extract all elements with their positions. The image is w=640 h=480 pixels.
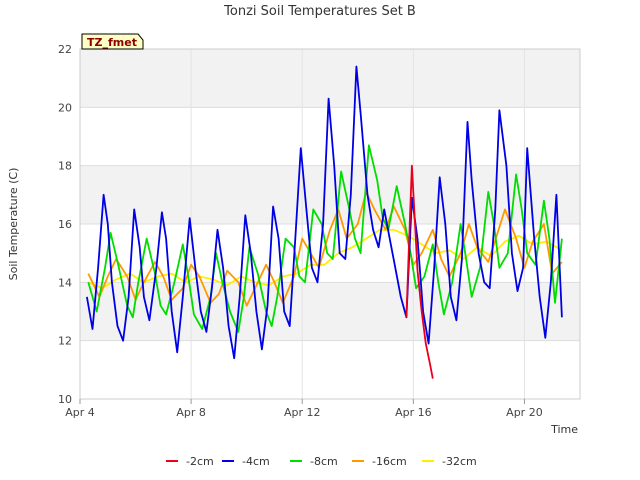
legend-label: -16cm [372,455,407,468]
background-band [80,340,580,399]
x-tick-label: Apr 8 [176,406,206,419]
y-tick-label: 16 [58,218,72,231]
y-tick-label: 12 [58,335,72,348]
legend: -2cm -4cm -8cm -16cm -32cm [166,455,477,468]
legend-label: -32cm [442,455,477,468]
series-line-minus-2cm [405,164,434,379]
site-badge: TZ_fmet [81,33,144,50]
x-tick-label: Apr 20 [506,406,543,419]
legend-label: -2cm [186,455,214,468]
legend-label: -8cm [310,455,338,468]
badge-label: TZ_fmet [87,36,137,49]
x-tick-label: Apr 12 [284,406,321,419]
y-axis-label: Soil Temperature (C) [7,168,20,281]
series-line-minus-8cm [87,144,563,333]
plot-frame [79,48,581,400]
background-band [80,49,580,108]
series-lines [86,65,563,379]
legend-label: -4cm [242,455,270,468]
y-tick-label: 18 [58,160,72,173]
x-axis-label: Time [550,423,578,436]
x-axis-ticks: Apr 4 Apr 8 Apr 12 Apr 16 Apr 20 [65,399,543,419]
x-tick-label: Apr 4 [65,406,95,419]
y-tick-label: 14 [58,276,72,289]
x-tick-label: Apr 16 [395,406,432,419]
background-band [80,165,580,224]
y-tick-label: 22 [58,43,72,56]
series-line-minus-4cm [86,65,563,360]
y-tick-label: 20 [58,101,72,114]
y-axis-ticks: 10 12 14 16 18 20 22 [58,43,72,406]
background-band [80,282,580,341]
chart-title: Tonzi Soil Temperatures Set B [223,4,416,19]
badge-box [81,33,144,50]
y-tick-label: 10 [58,393,72,406]
series-line-minus-16cm [87,191,563,307]
